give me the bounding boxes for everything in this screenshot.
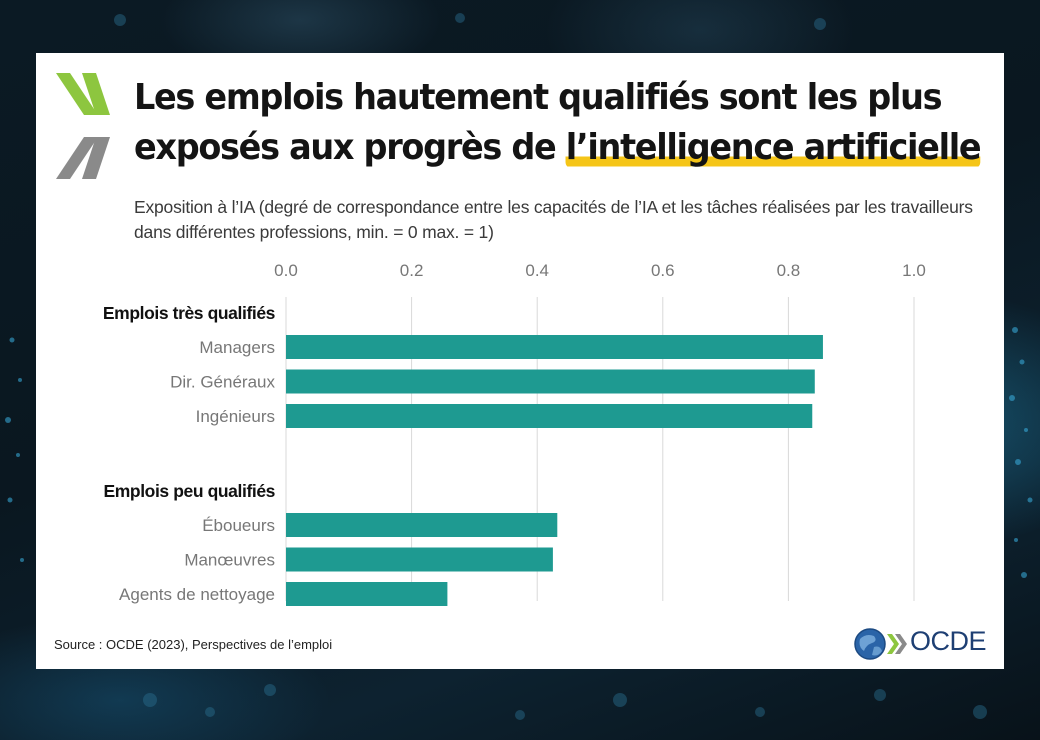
title-line-1: Les emplois hautement qualifiés sont les… — [134, 77, 943, 118]
category-label: Manœuvres — [184, 551, 275, 570]
chevron-gray-right — [82, 137, 110, 179]
category-label: Éboueurs — [202, 516, 275, 535]
bar — [286, 335, 823, 359]
bar — [286, 547, 553, 572]
bar — [286, 404, 813, 428]
bar — [286, 369, 815, 394]
oecd-chevrons-logo — [56, 73, 110, 179]
chevron-green-right — [82, 73, 110, 115]
x-tick-label: 0.6 — [651, 261, 675, 280]
group-label: Emplois peu qualifiés — [104, 481, 276, 501]
group-label: Emplois très qualifiés — [103, 303, 276, 323]
chart-subtitle: Exposition à l’IA (degré de correspondan… — [134, 197, 973, 242]
bar-chart: 0.0 0.2 0.4 0.6 0.8 1.0 Emplois très qualifiés… — [103, 261, 926, 606]
bar — [286, 513, 558, 537]
category-label: Managers — [199, 338, 275, 357]
title-highlight: l’intelligence artificielle — [565, 127, 982, 168]
oecd-wordmark: OCDE — [910, 626, 987, 656]
page-title: Les emplois hautement qualifiés sont les… — [134, 73, 982, 173]
chevron-green-left — [56, 73, 98, 115]
bar — [286, 582, 448, 606]
chevron-gray-left — [56, 137, 98, 179]
infographic-card: Les emplois hautement qualifiés sont les… — [36, 53, 1004, 669]
x-tick-label: 0.2 — [400, 261, 424, 280]
x-tick-label: 0.0 — [274, 261, 298, 280]
x-tick-label: 0.4 — [525, 261, 549, 280]
category-label: Dir. Généraux — [170, 373, 275, 392]
title-line-2: exposés aux progrès de — [134, 127, 566, 168]
category-label: Ingénieurs — [196, 407, 275, 426]
category-label: Agents de nettoyage — [119, 585, 275, 604]
x-tick-label: 0.8 — [777, 261, 801, 280]
x-tick-label: 1.0 — [902, 261, 926, 280]
source-note: Source : OCDE (2023), Perspectives de l’… — [54, 637, 333, 652]
oecd-globe-logo — [854, 628, 907, 660]
